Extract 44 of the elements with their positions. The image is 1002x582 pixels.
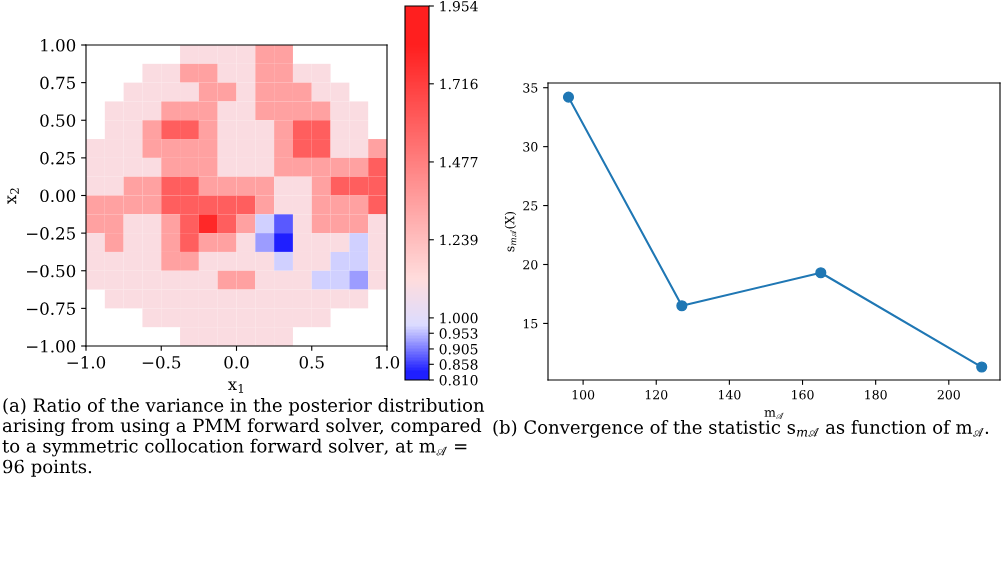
x-axis-title: x$_{1}$ (227, 381, 244, 393)
color-bar-label: 1.000 (440, 312, 478, 324)
y-tick-label: 1.00 (41, 38, 76, 52)
x-axis-title: m$_{𝒜}$ (764, 410, 784, 419)
y-tick-label: −1.00 (26, 339, 76, 353)
point (815, 267, 827, 279)
x-tick-label: 100 (572, 389, 595, 400)
y-tick-label: 20 (523, 259, 538, 270)
color-bar-label: 1.239 (440, 234, 478, 246)
x-tick-label: 180 (865, 389, 887, 400)
x-tick-label: −1.0 (67, 356, 106, 369)
x-tick-label: 0.0 (224, 356, 249, 369)
x-tick-label: 140 (718, 389, 741, 400)
y-tick-label: −0.50 (26, 264, 76, 278)
x-tick-label: 0.5 (299, 356, 324, 369)
x-tick-label: 160 (792, 389, 814, 400)
text: (a) Ratio of the variance in the posterior distribution arising from using a PMM forward solver, compared to a symmetric collocation forward solver, at m$_{𝒜}$ = 96 points. (2, 398, 485, 477)
y-tick-label: 30 (523, 142, 538, 152)
y-axis-title: s$_{m𝒜}$(X) (504, 211, 517, 252)
text: (b) Convergence of the statistic s$_{m𝒜}$ as function of m$_{𝒜}$. (493, 420, 989, 438)
point (562, 91, 575, 103)
y-tick-label: 35 (523, 83, 538, 93)
color-bar-label: 1.954 (440, 0, 478, 12)
x-tick-label: 1.0 (375, 356, 400, 369)
y-tick-label: 0.75 (40, 76, 75, 90)
y-tick-label: −0.25 (26, 227, 75, 240)
point (976, 361, 988, 373)
x-tick-label: 120 (645, 389, 668, 400)
y-tick-label: 0.25 (40, 151, 75, 165)
color-bar-label: 0.953 (439, 328, 478, 339)
y-axis-title: x$_{2}$ (7, 188, 19, 205)
color-bar-label: 1.716 (440, 78, 478, 90)
point (676, 300, 688, 312)
color-bar-label: 0.858 (439, 359, 478, 370)
y-tick-label: 0.00 (40, 189, 76, 203)
x-tick-label: −0.5 (142, 356, 181, 369)
y-tick-label: 25 (523, 201, 538, 211)
y-tick-label: −0.75 (26, 302, 75, 315)
y-tick-label: 0.50 (40, 114, 76, 127)
color-bar-label: 0.905 (439, 343, 478, 355)
x-tick-label: 200 (937, 389, 960, 400)
color-bar-label: 1.477 (440, 156, 478, 168)
color-bar-label: 0.810 (439, 374, 478, 386)
y-tick-label: 15 (523, 318, 538, 329)
